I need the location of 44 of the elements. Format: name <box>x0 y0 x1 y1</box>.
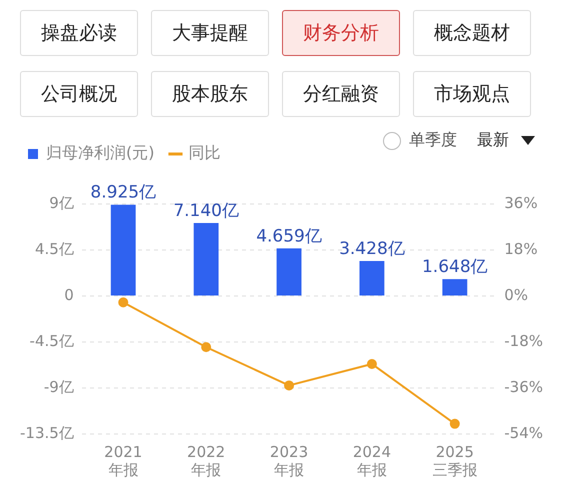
point <box>450 418 460 429</box>
y-tick-label: 4.5亿 <box>34 240 74 258</box>
y2-tick-label: 0% <box>504 286 528 304</box>
text: 分红融资 <box>282 71 400 117</box>
bar <box>276 248 302 296</box>
bar <box>359 260 384 296</box>
data-label: 4.659亿 <box>256 226 322 246</box>
text: 最新 <box>477 130 509 149</box>
text: 市场观点 <box>413 71 531 117</box>
y-tick-label: 0 <box>64 286 74 304</box>
bar <box>442 279 468 296</box>
data-label: 7.140亿 <box>173 200 239 221</box>
point <box>201 342 212 352</box>
y-tick-label: -4.5亿 <box>30 332 74 350</box>
y-tick-label: -9亿 <box>44 378 74 396</box>
point <box>118 297 128 308</box>
bar <box>110 204 136 296</box>
bar <box>194 223 219 296</box>
text: 公司概况 <box>20 71 138 117</box>
legend-label: 归母净利润(元) <box>46 143 154 162</box>
text: 股本股东 <box>151 71 269 117</box>
x-tick-label: 2025 三季报 <box>432 442 478 479</box>
text: 单季度 <box>409 130 457 149</box>
point <box>284 380 294 390</box>
y-tick-label: 9亿 <box>49 194 74 212</box>
text: 财务分析 <box>282 10 400 56</box>
x-tick-label: 2022 年报 <box>187 442 226 479</box>
x-tick-label: 2021 年报 <box>104 442 142 479</box>
x-tick-label: 2024 年报 <box>352 442 392 479</box>
text: 概念题材 <box>413 10 531 56</box>
legend-label: 同比 <box>188 143 220 162</box>
point <box>366 358 377 369</box>
y2-tick-label: -36% <box>504 378 544 396</box>
data-label: 1.648亿 <box>422 257 488 278</box>
x-tick-label: 2023 年报 <box>270 442 308 479</box>
y-tick-label: -13.5亿 <box>20 424 74 442</box>
text: 操盘必读 <box>20 10 138 56</box>
y2-tick-label: 18% <box>504 240 538 258</box>
data-label: 8.925亿 <box>90 182 156 203</box>
y2-tick-label: 36% <box>504 194 538 212</box>
text: 大事提醒 <box>151 10 269 56</box>
data-label: 3.428亿 <box>339 238 405 259</box>
y2-tick-label: -18% <box>504 332 544 350</box>
y2-tick-label: -54% <box>504 424 544 442</box>
